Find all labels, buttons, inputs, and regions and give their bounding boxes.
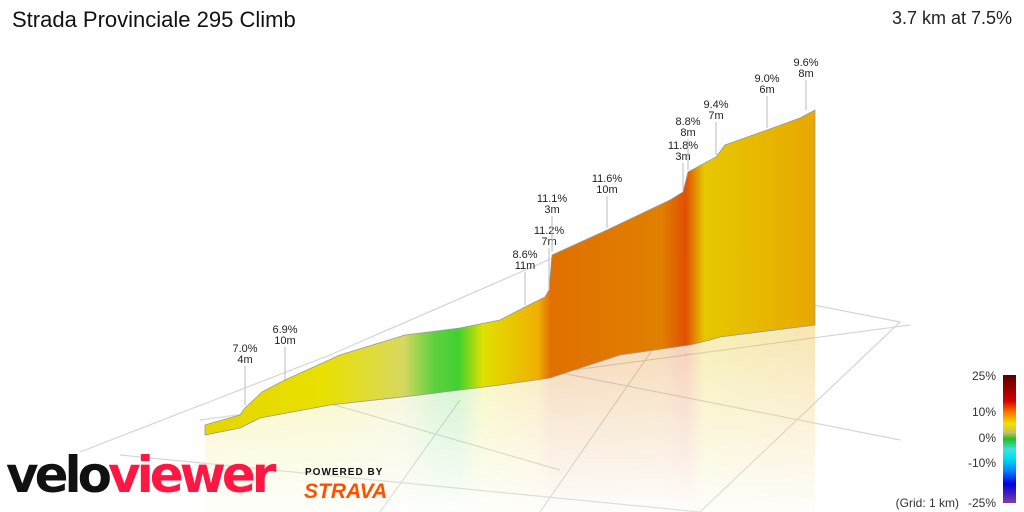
annotation-length: 8m bbox=[680, 127, 695, 139]
grade-annotation: 11.6%10m bbox=[592, 173, 623, 228]
annotation-grade: 9.0% bbox=[754, 73, 779, 85]
legend-tick: 10% bbox=[972, 405, 996, 419]
annotation-length: 8m bbox=[798, 68, 813, 80]
annotation-length: 10m bbox=[596, 184, 617, 196]
grade-legend: 25% 10% 0% -10% -25% (Grid: 1 km) bbox=[896, 369, 1016, 510]
grade-annotation: 8.8%8m bbox=[675, 116, 701, 170]
grade-annotation: 11.2%7m bbox=[534, 225, 565, 290]
grade-annotation: 11.8%3m bbox=[668, 140, 699, 190]
strava-logo: STRAVA bbox=[304, 480, 388, 503]
annotation-length: 6m bbox=[759, 84, 774, 96]
annotation-grade: 9.6% bbox=[793, 57, 818, 69]
profile-reflection bbox=[205, 320, 815, 512]
annotation-length: 11m bbox=[515, 260, 536, 272]
annotation-length: 7m bbox=[708, 110, 723, 122]
climb-summary: 3.7 km at 7.5% bbox=[891, 8, 1012, 28]
grid-scale-label: (Grid: 1 km) bbox=[896, 496, 959, 510]
legend-color-bar bbox=[1003, 375, 1016, 503]
grade-annotation: 11.1%3m bbox=[537, 193, 568, 252]
page-title: Strada Provinciale 295 Climb bbox=[12, 7, 296, 32]
annotation-length: 7m bbox=[541, 236, 556, 248]
annotation-grade: 11.6% bbox=[592, 173, 623, 185]
annotations: 7.0%4m6.9%10m8.6%11m11.2%7m11.1%3m11.6%1… bbox=[232, 57, 819, 405]
annotation-length: 10m bbox=[274, 335, 295, 347]
annotation-grade: 6.9% bbox=[272, 324, 297, 336]
legend-tick: 25% bbox=[972, 369, 996, 383]
grade-annotation: 9.0%6m bbox=[754, 73, 780, 128]
annotation-length: 3m bbox=[675, 151, 690, 163]
grade-annotation: 6.9%10m bbox=[272, 324, 298, 380]
annotation-grade: 8.6% bbox=[512, 249, 537, 261]
grade-annotation: 7.0%4m bbox=[232, 343, 258, 405]
legend-tick: -10% bbox=[968, 456, 996, 470]
annotation-grade: 7.0% bbox=[232, 343, 257, 355]
annotation-grade: 8.8% bbox=[675, 116, 700, 128]
annotation-length: 3m bbox=[544, 204, 559, 216]
annotation-grade: 11.2% bbox=[534, 225, 565, 237]
annotation-grade: 9.4% bbox=[703, 99, 728, 111]
annotation-grade: 11.8% bbox=[668, 140, 699, 152]
grade-annotation: 8.6%11m bbox=[512, 249, 538, 305]
grade-annotation: 9.4%7m bbox=[703, 99, 729, 155]
legend-tick: -25% bbox=[968, 496, 996, 510]
annotation-grade: 11.1% bbox=[537, 193, 568, 205]
legend-tick: 0% bbox=[979, 431, 997, 445]
grade-annotation: 9.6%8m bbox=[793, 57, 819, 110]
powered-by-label: POWERED BY bbox=[305, 467, 384, 478]
annotation-length: 4m bbox=[237, 354, 252, 366]
elevation-profile bbox=[204, 109, 816, 436]
veloviewer-logo: veloviewer bbox=[6, 446, 276, 504]
